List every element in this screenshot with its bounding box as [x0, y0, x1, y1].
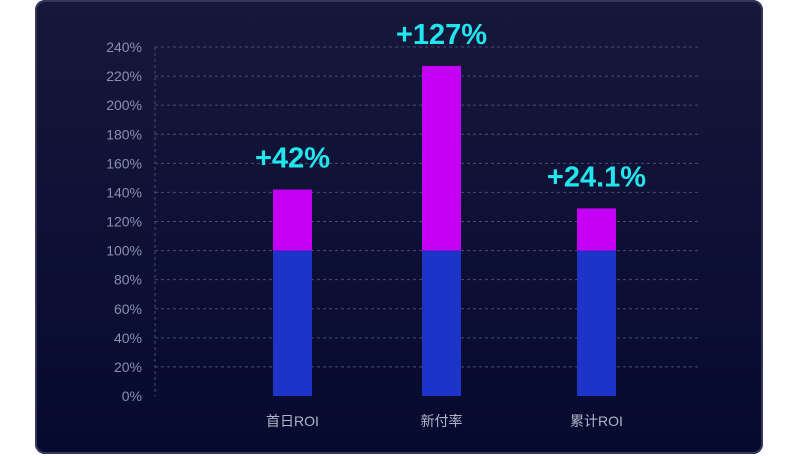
y-tick-label: 100%	[106, 243, 142, 259]
bar-segment-base	[273, 250, 312, 396]
bar-segment-base	[577, 250, 616, 396]
y-tick-label: 120%	[106, 214, 142, 230]
bar-segment-increase	[422, 65, 461, 251]
bar-segment-increase	[577, 208, 616, 251]
data-label: +42%	[255, 143, 330, 175]
y-tick-label: 240%	[106, 39, 142, 55]
y-tick-label: 160%	[106, 155, 142, 171]
data-label: +127%	[396, 19, 487, 51]
x-tick-label: 首日ROI	[266, 413, 319, 429]
bar-segment-base	[422, 250, 461, 396]
y-tick-label: 220%	[106, 68, 142, 84]
y-tick-label: 0%	[122, 388, 142, 404]
data-label: +24.1%	[547, 161, 646, 193]
y-tick-label: 140%	[106, 184, 142, 200]
y-tick-label: 60%	[114, 301, 142, 317]
x-tick-label: 累计ROI	[570, 413, 623, 429]
bar-segment-increase	[273, 189, 312, 251]
y-tick-label: 200%	[106, 97, 142, 113]
y-tick-label: 20%	[114, 359, 142, 375]
x-tick-label: 新付率	[421, 413, 463, 429]
y-tick-label: 180%	[106, 126, 142, 142]
y-tick-label: 80%	[114, 272, 142, 288]
y-tick-label: 40%	[114, 330, 142, 346]
